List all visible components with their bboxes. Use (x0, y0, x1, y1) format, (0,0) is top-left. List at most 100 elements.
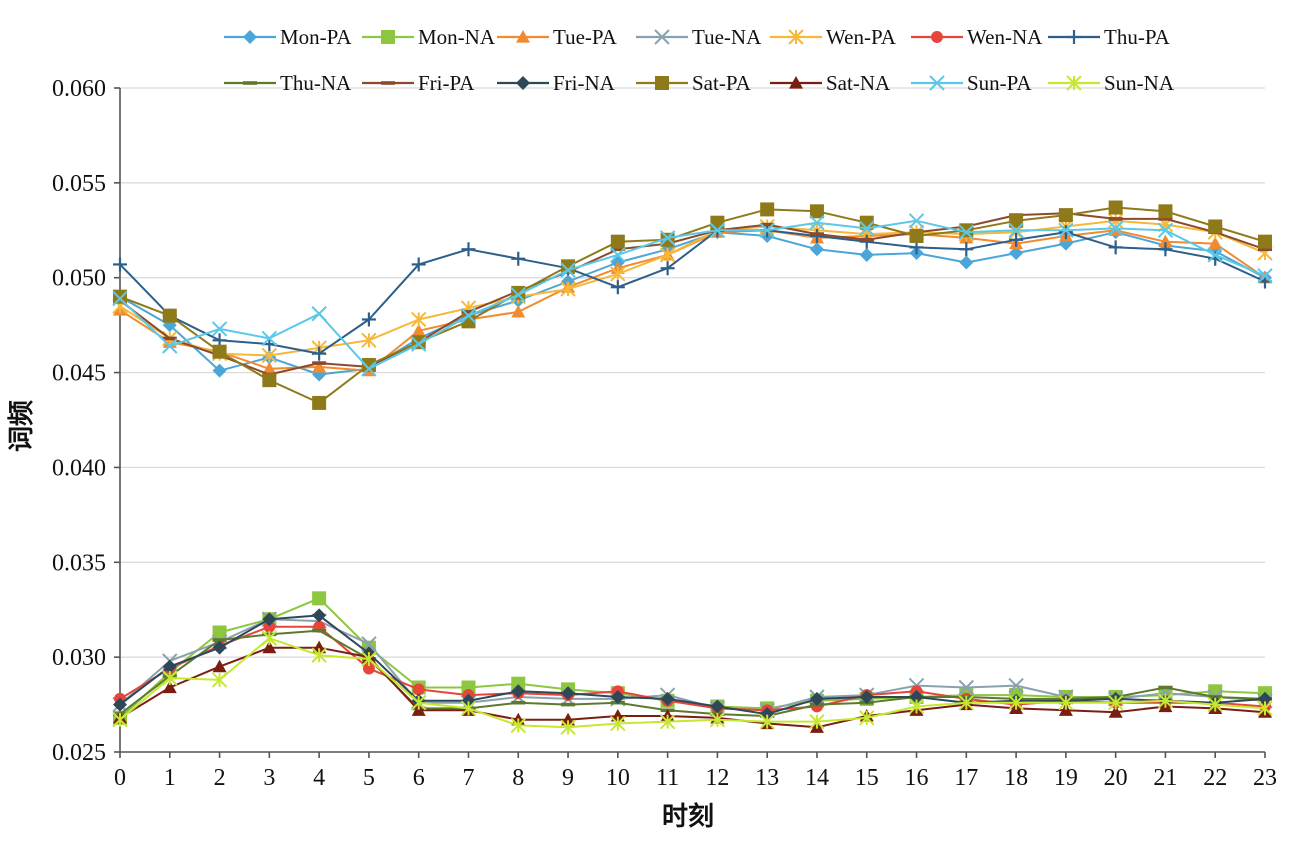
data-point-mon-na (511, 676, 526, 691)
data-point-fri-na (212, 640, 227, 655)
data-point-sun-pa (1257, 268, 1273, 284)
data-point-fri-na (262, 612, 277, 627)
data-point-sun-pa (1107, 220, 1124, 237)
data-point-sun-pa (1207, 247, 1223, 263)
data-point-fri-na (511, 684, 526, 699)
legend-item-sun-pa: Sun-PA (911, 71, 1032, 95)
x-tick-label: 17 (954, 765, 978, 791)
data-point-tue-pa (262, 361, 277, 375)
x-tick-label: 6 (413, 765, 425, 791)
x-tick-label: 5 (363, 765, 375, 791)
data-point-thu-pa (361, 312, 376, 327)
legend-label: Sun-NA (1104, 71, 1175, 95)
x-tick-label: 10 (606, 765, 630, 791)
data-point-tue-na (1008, 677, 1024, 694)
data-point-mon-pa (212, 363, 227, 378)
data-point-sat-na (561, 712, 576, 726)
data-point-sun-pa (1157, 222, 1174, 238)
data-point-thu-pa (461, 242, 476, 257)
data-point-thu-pa (859, 234, 874, 249)
legend-swatch-marker (931, 31, 943, 43)
series-line-sat-pa (119, 206, 1266, 404)
data-point-fri-na (710, 699, 725, 714)
data-point-wen-pa (1107, 213, 1124, 229)
data-point-fri-na (561, 686, 576, 701)
data-point-sat-pa (760, 202, 775, 217)
legend-item-sat-pa: Sat-PA (636, 71, 752, 95)
data-point-fri-pa (859, 237, 874, 242)
data-point-fri-na (909, 689, 924, 704)
data-point-tue-na (958, 679, 975, 696)
legend-item-wen-na: Wen-NA (911, 25, 1043, 49)
data-point-fri-na (1258, 691, 1272, 706)
data-point-thu-na (511, 700, 526, 705)
y-tick-label: 0.055 (52, 171, 106, 197)
legend-item-wen-pa: Wen-PA (770, 25, 897, 49)
x-tick-label: 3 (263, 765, 275, 791)
data-point-sun-pa (460, 307, 477, 324)
data-point-sun-pa (610, 247, 626, 263)
legend-item-thu-pa: Thu-PA (1048, 25, 1171, 49)
data-point-sat-pa (1009, 213, 1024, 228)
data-point-sat-pa (1208, 219, 1223, 234)
legend-label: Wen-PA (826, 25, 897, 49)
data-point-sun-pa (659, 230, 676, 246)
data-point-tue-pa (411, 323, 426, 337)
data-point-sun-pa (112, 290, 128, 307)
data-point-sun-na (211, 672, 228, 688)
data-point-sat-pa (113, 289, 127, 304)
data-point-sun-na (112, 712, 128, 728)
data-point-thu-pa (1108, 240, 1123, 255)
data-point-mon-na (212, 625, 227, 640)
data-point-sun-pa (859, 220, 875, 237)
legend-swatch-marker (516, 76, 530, 90)
data-point-fri-pa (809, 232, 824, 236)
data-point-wen-na (263, 620, 276, 633)
data-point-sun-pa (311, 306, 327, 322)
data-point-sun-na (311, 647, 327, 663)
legend-item-sun-na: Sun-NA (1048, 71, 1175, 95)
data-point-wen-pa (659, 247, 676, 263)
x-tick-label: 15 (855, 765, 879, 791)
x-tick-label: 23 (1253, 765, 1277, 791)
legend-item-mon-pa: Mon-PA (224, 25, 352, 49)
data-point-mon-pa (859, 247, 874, 262)
y-tick-label: 0.035 (52, 550, 106, 576)
legend-label: Fri-PA (418, 71, 475, 95)
x-tick-label: 20 (1104, 765, 1128, 791)
legend-label: Fri-NA (553, 71, 616, 95)
legend-swatch-marker (1066, 75, 1082, 91)
data-point-sat-na (162, 680, 177, 694)
data-point-fri-na (113, 697, 127, 712)
x-tick-label: 1 (164, 765, 176, 791)
legend-item-tue-pa: Tue-PA (497, 25, 618, 49)
x-tick-label: 19 (1054, 765, 1078, 791)
data-point-tue-pa (312, 359, 327, 373)
gridlines (120, 87, 1265, 658)
data-point-sun-na (709, 712, 726, 728)
data-point-fri-na (162, 659, 177, 674)
legend-swatch-marker (655, 76, 669, 90)
data-point-sun-na (1157, 693, 1174, 709)
legend-swatch-marker (654, 29, 670, 45)
data-point-sun-pa (261, 330, 278, 347)
y-axis-title: 词频 (7, 400, 37, 452)
data-point-sat-pa (909, 228, 924, 243)
data-point-sat-pa (1158, 204, 1173, 219)
data-point-sat-na (1108, 705, 1123, 718)
legend-swatch-marker (516, 30, 530, 43)
series-line-thu-pa (119, 229, 1266, 355)
x-tick-label: 16 (905, 765, 929, 791)
data-point-sat-pa (809, 204, 824, 219)
data-point-thu-pa (411, 257, 426, 272)
data-point-sun-na (1257, 700, 1273, 717)
data-point-sun-pa (709, 222, 726, 238)
data-point-mon-pa (959, 255, 974, 270)
data-point-thu-pa (660, 261, 675, 276)
legend-swatch-marker (929, 75, 945, 91)
legend-swatch-marker (243, 81, 257, 85)
data-point-thu-pa (809, 228, 824, 243)
series-line-wen-pa (119, 219, 1266, 357)
legend-label: Thu-PA (1104, 25, 1171, 49)
data-point-thu-na (212, 638, 227, 642)
